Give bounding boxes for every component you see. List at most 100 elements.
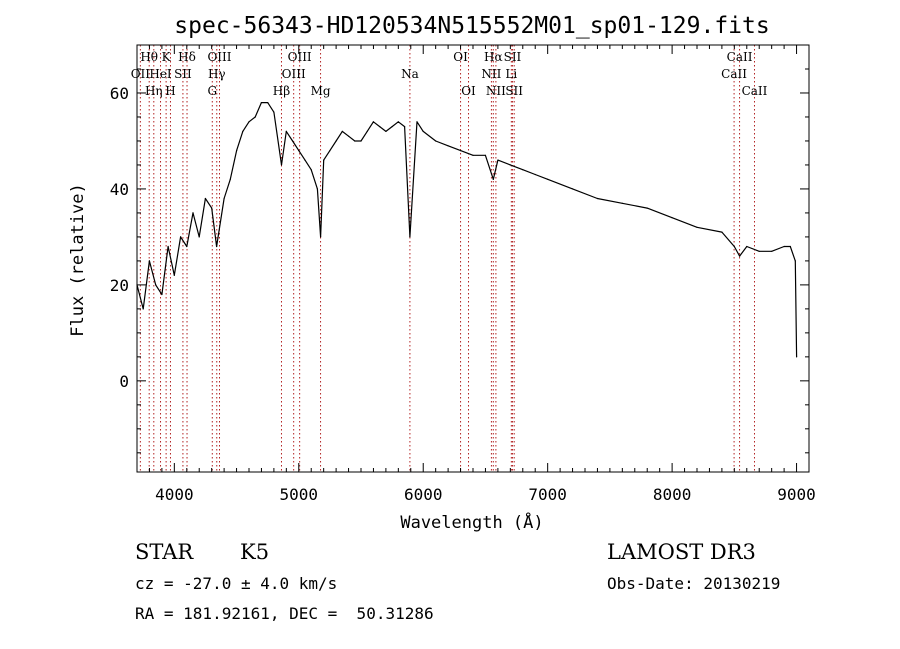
line-label-21: Li — [505, 67, 517, 81]
series-point-65 — [721, 231, 723, 233]
series-point-58 — [547, 178, 549, 180]
y-axis-label: Flux (relative) — [68, 183, 88, 337]
series-point-2 — [148, 260, 150, 262]
series-point-63 — [671, 217, 673, 219]
line-label-1: OII — [131, 67, 151, 81]
series-point-67 — [739, 255, 741, 257]
series-point-30 — [320, 236, 322, 238]
series-point-54 — [497, 159, 499, 161]
line-label-24: CaII — [727, 50, 753, 64]
y-tick-label-3: 60 — [110, 84, 129, 103]
series-point-33 — [335, 140, 337, 142]
series-point-61 — [621, 202, 623, 204]
series-point-52 — [484, 154, 486, 156]
series-point-45 — [409, 236, 411, 238]
survey-name: LAMOST DR3 — [607, 540, 756, 564]
line-label-9: Hγ — [208, 67, 226, 81]
line-label-14: Mg — [311, 84, 331, 98]
series-point-3 — [155, 284, 157, 286]
series-line-0 — [136, 101, 798, 357]
x-tick-label-2: 6000 — [404, 485, 443, 504]
series-point-11 — [204, 197, 206, 200]
line-label-11: Hβ — [273, 84, 290, 98]
series-point-21 — [267, 102, 269, 104]
line-label-6: Hδ — [178, 50, 196, 64]
series-point-66 — [733, 245, 735, 248]
series-point-28 — [310, 169, 312, 171]
series-point-41 — [385, 130, 387, 132]
line-label-8: OIII — [207, 50, 231, 64]
y-tick-label-1: 20 — [110, 276, 129, 295]
series-point-70 — [771, 250, 773, 252]
object-subclass: K5 — [240, 540, 270, 564]
series-point-19 — [254, 116, 256, 118]
line-label-13: OIII — [282, 67, 306, 81]
series-point-6 — [173, 274, 175, 276]
series-point-71 — [783, 245, 785, 248]
line-label-10: G — [207, 84, 217, 98]
line-label-7: SII — [174, 67, 192, 81]
series-point-23 — [280, 164, 283, 166]
x-axis-ticks: 4000 5000 6000 7000 8000 9000 — [136, 45, 816, 504]
series-point-26 — [298, 150, 300, 152]
series-point-10 — [198, 236, 200, 238]
line-label-18: Hα — [484, 50, 503, 64]
line-label-3: K — [162, 50, 172, 64]
series-point-17 — [242, 130, 244, 132]
x-axis-label: Wavelength (Å) — [400, 511, 543, 533]
series-point-56 — [522, 169, 524, 171]
series-point-50 — [460, 150, 462, 152]
x-tick-label-5: 9000 — [777, 485, 816, 504]
line-label-22: NII — [486, 84, 506, 98]
line-label-16: OI — [453, 50, 468, 64]
series-point-25 — [292, 140, 294, 142]
spectral-line-labels: Hθ OII Hη K HeI H Hδ SII OIII Hγ G Hβ OIII OIII Mg Na OI… — [131, 50, 768, 98]
observation-date: Obs-Date: 20130219 — [607, 574, 781, 593]
redshift-cz: cz = -27.0 ± 4.0 km/s — [135, 574, 338, 593]
series-point-74 — [796, 356, 798, 358]
line-label-15: Na — [401, 67, 419, 81]
series-point-55 — [509, 164, 511, 166]
series-point-22 — [273, 111, 275, 113]
series-point-31 — [323, 159, 325, 161]
series-point-48 — [435, 140, 437, 142]
spectrum-series — [136, 101, 798, 358]
series-point-68 — [746, 245, 748, 248]
line-label-25: CaII — [721, 67, 747, 81]
series-point-5 — [167, 245, 169, 248]
series-point-37 — [360, 140, 362, 142]
spectral-line-markers — [139, 45, 755, 472]
series-point-60 — [596, 197, 599, 200]
series-point-34 — [341, 130, 343, 132]
series-point-47 — [422, 130, 424, 132]
chart-title: spec-56343-HD120534N515552M01_sp01-129.f… — [174, 13, 769, 39]
line-label-5: H — [165, 84, 175, 98]
line-label-12: OIII — [288, 50, 312, 64]
series-point-36 — [354, 140, 356, 142]
series-point-1 — [142, 308, 144, 310]
plot-frame — [136, 44, 810, 473]
series-point-39 — [372, 121, 374, 123]
y-axis-ticks: 0 20 40 60 — [110, 68, 809, 454]
x-tick-label-1: 5000 — [280, 485, 319, 504]
series-point-57 — [534, 173, 536, 176]
series-point-40 — [379, 126, 381, 128]
series-point-73 — [794, 260, 796, 262]
line-label-19: SII — [504, 50, 522, 64]
series-point-43 — [397, 121, 399, 123]
series-point-72 — [789, 245, 791, 248]
series-point-20 — [260, 102, 262, 104]
line-label-23: SII — [505, 84, 523, 98]
series-point-42 — [391, 126, 393, 128]
line-label-0: Hθ — [140, 50, 158, 64]
series-point-51 — [472, 154, 474, 156]
y-tick-label-0: 0 — [119, 372, 129, 391]
series-point-8 — [186, 245, 188, 248]
series-point-18 — [248, 121, 250, 123]
series-point-9 — [192, 212, 194, 214]
x-tick-label-4: 8000 — [653, 485, 692, 504]
line-label-20: NII — [481, 67, 501, 81]
line-label-4: HeI — [149, 67, 172, 81]
line-label-2: Hη — [145, 84, 163, 98]
series-point-35 — [348, 135, 350, 137]
